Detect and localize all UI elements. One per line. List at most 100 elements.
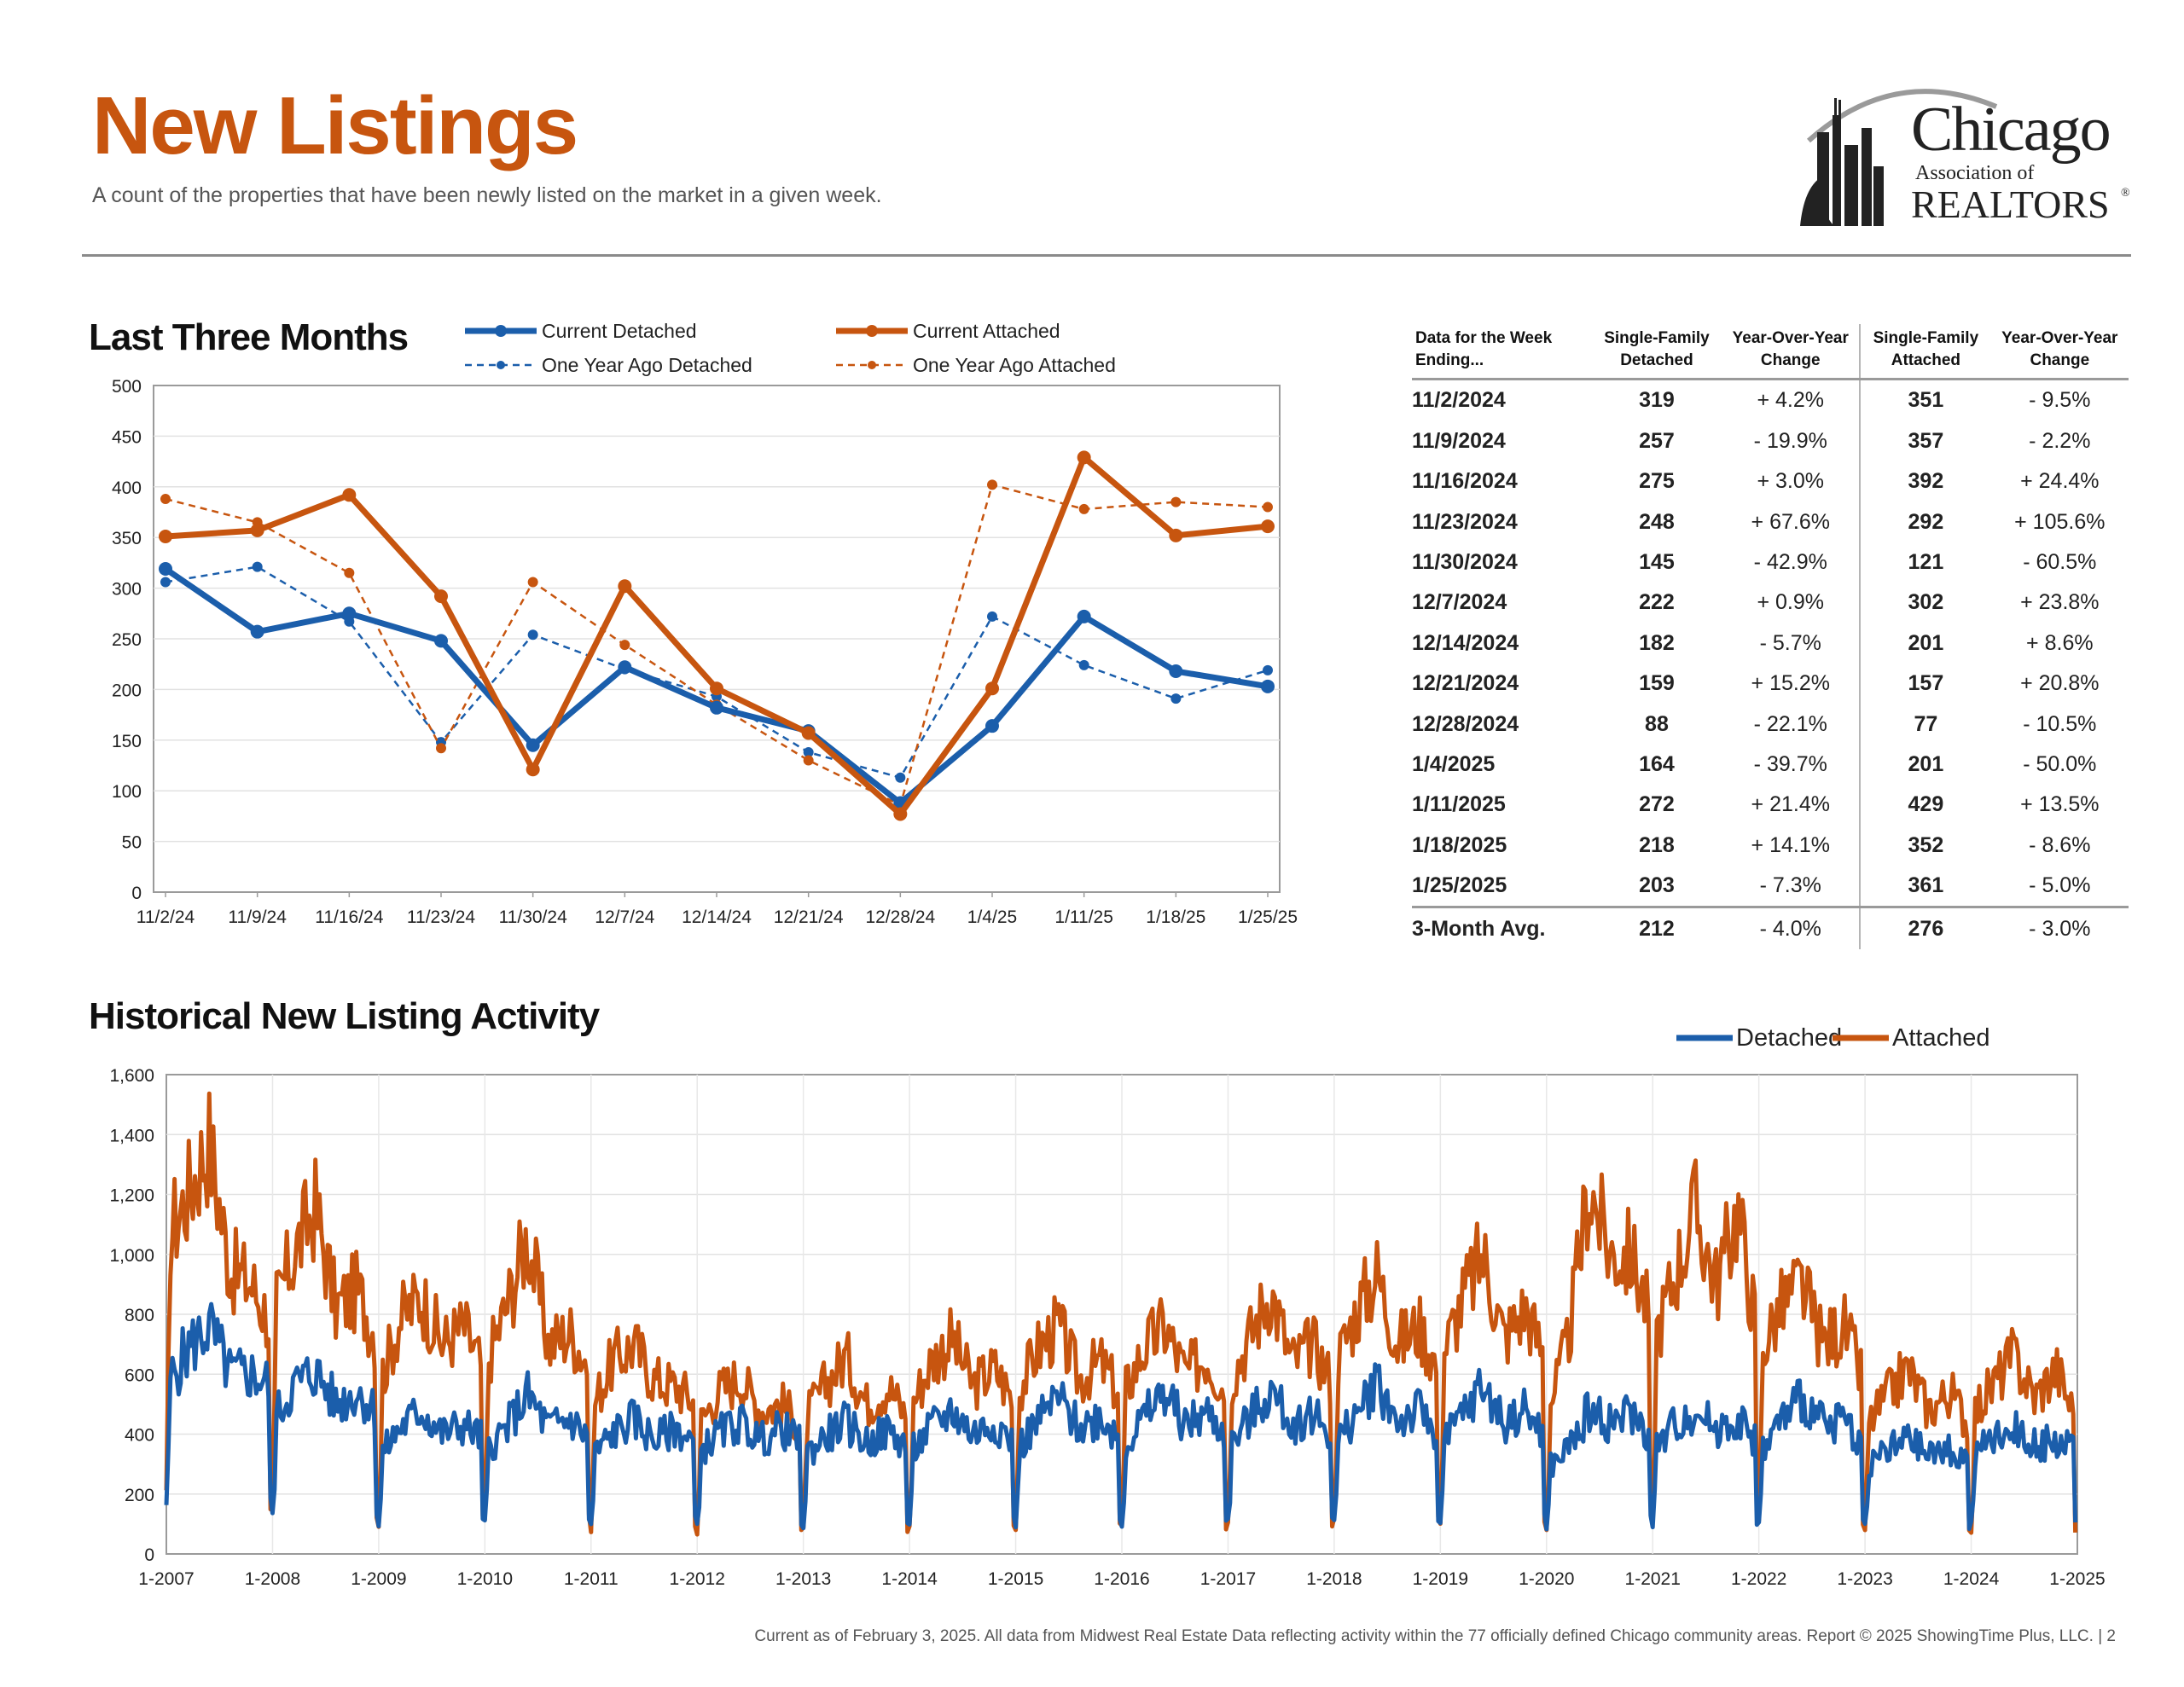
attached-yoy-cell: - 9.5% — [2029, 388, 2091, 413]
table-row: 11/9/2024 257 - 19.9% 357 - 2.2% — [1412, 420, 2129, 462]
table-header: Year-Over-Year Change — [1722, 324, 1861, 381]
x-tick-label: 1/11/25 — [1054, 907, 1113, 927]
detached-yoy-cell: - 42.9% — [1753, 550, 1827, 575]
x-tick-label: 1-2013 — [775, 1569, 831, 1589]
week-ending-cell: 11/23/2024 — [1412, 509, 1518, 534]
logo-line-2: Association of — [1915, 162, 2035, 184]
table-row: 1/25/2025 203 - 7.3% 361 - 5.0% — [1412, 865, 2129, 907]
week-ending-cell: 11/2/2024 — [1412, 388, 1506, 413]
y-tick-label: 100 — [112, 782, 142, 802]
data-point — [250, 624, 264, 639]
y-tick-label: 350 — [112, 529, 142, 548]
y-tick-label: 450 — [112, 427, 142, 447]
week-ending-cell: 11/9/2024 — [1412, 428, 1506, 453]
data-point — [252, 561, 263, 572]
x-tick-label: 1-2016 — [1094, 1569, 1149, 1589]
detached-count-cell: 218 — [1639, 832, 1675, 857]
detached-count-cell: 182 — [1639, 630, 1675, 655]
x-tick-label: 1-2011 — [564, 1569, 619, 1589]
series-line-3 — [165, 484, 1269, 807]
table-row: 11/16/2024 275 + 3.0% 392 + 24.4% — [1412, 461, 2129, 502]
y-tick-label: 800 — [125, 1306, 154, 1325]
x-tick-label: 1-2024 — [1943, 1569, 2000, 1589]
attached-yoy-cell: - 5.0% — [2029, 873, 2091, 898]
detached-count-cell: 145 — [1639, 550, 1675, 575]
y-tick-label: 400 — [125, 1426, 154, 1446]
y-tick-label: 400 — [112, 478, 142, 498]
y-tick-label: 200 — [112, 681, 142, 700]
table-row: 1/11/2025 272 + 21.4% 429 + 13.5% — [1412, 785, 2129, 826]
series-line-2 — [165, 454, 1269, 818]
week-ending-cell: 3-Month Avg. — [1412, 906, 1592, 949]
legend-label: One Year Ago Detached — [542, 354, 752, 376]
week-ending-cell: 1/11/2025 — [1412, 792, 1506, 817]
detached-yoy-cell: - 5.7% — [1759, 630, 1821, 655]
detached-count-cell: 248 — [1639, 509, 1675, 534]
attached-yoy-cell: + 24.4% — [2020, 469, 2100, 494]
legend-marker — [866, 325, 878, 337]
section-title-historical: Historical New Listing Activity — [89, 995, 600, 1037]
x-tick-label: 1-2014 — [881, 1569, 938, 1589]
logo-registered-mark: ® — [2121, 187, 2130, 200]
week-ending-cell: 12/7/2024 — [1412, 590, 1507, 615]
data-point — [985, 719, 999, 733]
x-tick-label: 1-2015 — [988, 1569, 1043, 1589]
y-tick-label: 600 — [125, 1365, 154, 1385]
detached-count-cell: 257 — [1639, 428, 1675, 453]
logo-line-1: Chicago — [1911, 95, 2111, 165]
week-ending-cell: 12/28/2024 — [1412, 711, 1519, 736]
data-point — [160, 577, 171, 588]
data-point — [159, 562, 172, 577]
detached-yoy-cell: + 14.1% — [1751, 832, 1830, 857]
legend-label: Current Detached — [542, 320, 697, 342]
detached-count-cell: 203 — [1639, 873, 1675, 898]
y-tick-label: 200 — [125, 1486, 154, 1505]
attached-count-cell: 201 — [1859, 623, 1991, 664]
table-header: Data for the Week Ending... — [1412, 324, 1592, 381]
legend-marker — [497, 361, 505, 369]
table-row: 12/28/2024 88 - 22.1% 77 - 10.5% — [1412, 704, 2129, 745]
y-tick-label: 300 — [112, 580, 142, 600]
x-tick-label: 11/16/24 — [315, 907, 384, 927]
attached-yoy-cell: + 13.5% — [2020, 792, 2100, 817]
chicago-association-logo-graphic — [1800, 89, 1998, 226]
table-row: 11/2/2024 319 + 4.2% 351 - 9.5% — [1412, 379, 2129, 421]
x-tick-label: 11/23/24 — [407, 907, 476, 927]
x-tick-label: 1-2017 — [1200, 1569, 1256, 1589]
data-point — [987, 479, 997, 490]
week-ending-cell: 11/30/2024 — [1412, 550, 1518, 575]
attached-yoy-cell: + 8.6% — [2026, 630, 2094, 655]
data-point — [618, 579, 632, 594]
attached-yoy-cell: - 3.0% — [1990, 906, 2129, 949]
attached-yoy-cell: + 23.8% — [2020, 590, 2100, 615]
attached-yoy-cell: - 10.5% — [2023, 711, 2097, 736]
x-tick-label: 1-2008 — [245, 1569, 300, 1589]
data-point — [1169, 664, 1183, 679]
detached-yoy-cell: - 22.1% — [1753, 711, 1827, 736]
attached-count-cell: 429 — [1859, 785, 1991, 826]
table-header: Year-Over-Year Change — [1990, 324, 2129, 381]
data-point — [1261, 519, 1275, 534]
data-point — [1169, 528, 1183, 542]
attached-count-cell: 352 — [1859, 825, 1991, 866]
table-row: 1/4/2025 164 - 39.7% 201 - 50.0% — [1412, 744, 2129, 786]
legend-label: Attached — [1892, 1024, 1989, 1052]
attached-count-cell: 201 — [1859, 744, 1991, 786]
x-tick-label: 12/7/24 — [595, 907, 654, 927]
table-header: Single-Family Detached — [1591, 324, 1722, 381]
y-tick-label: 50 — [122, 833, 142, 853]
x-tick-label: 12/21/24 — [774, 907, 844, 927]
data-point — [250, 523, 264, 537]
attached-count-cell: 157 — [1859, 664, 1991, 704]
x-tick-label: 1-2012 — [670, 1569, 725, 1589]
attached-count-cell: 292 — [1859, 501, 1991, 542]
data-point — [985, 681, 999, 696]
x-tick-label: 1-2018 — [1306, 1569, 1362, 1589]
table-average-row: 3-Month Avg. 212- 4.0% 276- 3.0% — [1412, 906, 2129, 949]
legend-label: One Year Ago Attached — [913, 354, 1116, 376]
detached-yoy-cell: + 67.6% — [1751, 509, 1830, 534]
attached-yoy-cell: + 20.8% — [2020, 671, 2100, 696]
detached-yoy-cell: - 39.7% — [1753, 751, 1827, 776]
attached-count-cell: 361 — [1859, 865, 1991, 907]
table-row: 12/21/2024 159 + 15.2% 157 + 20.8% — [1412, 664, 2129, 704]
